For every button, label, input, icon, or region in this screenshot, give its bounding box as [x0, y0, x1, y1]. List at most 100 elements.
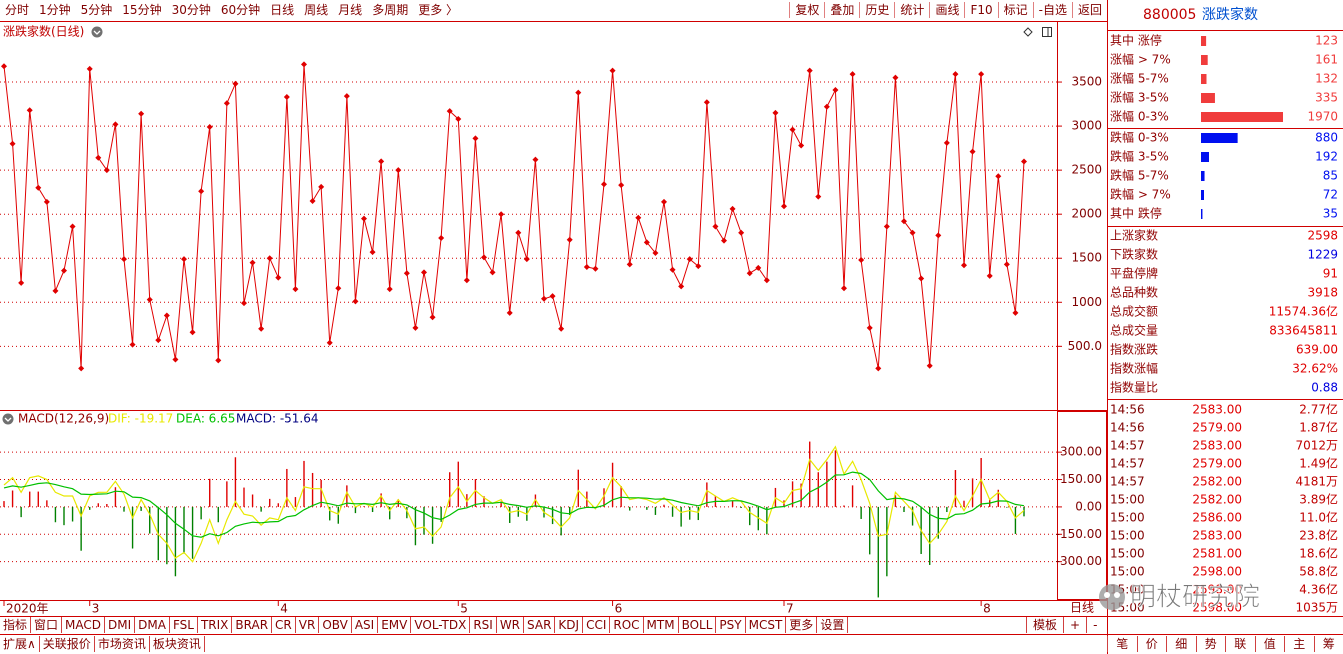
period-button[interactable]: 分时	[5, 3, 30, 17]
bottom-tab[interactable]: 市场资讯	[95, 636, 150, 652]
template-button[interactable]: -	[1086, 617, 1103, 633]
indicator-tab[interactable]: DMA	[135, 617, 170, 633]
tool-button[interactable]: 叠加	[824, 2, 859, 18]
tool-button[interactable]: F10	[964, 2, 997, 18]
view-button[interactable]: 笔	[1107, 636, 1137, 652]
indicator-tab[interactable]: BOLL	[679, 617, 717, 633]
indicator-tab[interactable]: FSL	[170, 617, 198, 633]
data-point	[1003, 261, 1010, 268]
template-button[interactable]: +	[1063, 617, 1086, 633]
data-point	[1012, 309, 1019, 316]
indicator-tab[interactable]: PSY	[716, 617, 746, 633]
period-button[interactable]: 15分钟	[122, 3, 162, 17]
indicator-tab[interactable]: MACD	[62, 617, 106, 633]
indicator-tab[interactable]: TRIX	[198, 617, 233, 633]
view-button[interactable]: 筹	[1313, 636, 1343, 652]
tick-volume: 3.89亿	[1299, 492, 1338, 507]
indicator-tab[interactable]: 设置	[817, 617, 849, 633]
period-button[interactable]: 1分钟	[39, 3, 71, 17]
tool-button[interactable]: 历史	[859, 2, 894, 18]
indicator-tab[interactable]: ROC	[610, 617, 644, 633]
tick-price: 2582.00	[1192, 475, 1242, 489]
data-point	[866, 324, 873, 331]
tool-button[interactable]: -自选	[1032, 2, 1072, 18]
period-button[interactable]: 更多 〉	[418, 3, 459, 17]
y-tick-label: 0.00	[1075, 499, 1102, 513]
bottom-tab[interactable]: 板块资讯	[150, 636, 205, 652]
view-button[interactable]: 势	[1195, 636, 1226, 652]
menu-icon-arrow	[4, 417, 12, 422]
data-point	[446, 108, 453, 115]
tick-price: 2579.00	[1192, 457, 1242, 471]
view-button[interactable]: 细	[1166, 636, 1196, 652]
data-point	[626, 261, 633, 268]
tick-time: 15:00	[1110, 529, 1145, 543]
watermark: 明杖研究院	[1130, 583, 1260, 613]
indicator-tab[interactable]: CCI	[583, 617, 611, 633]
indicator-tab[interactable]: SAR	[524, 617, 556, 633]
data-point	[403, 270, 410, 277]
stat-label: 跌幅 0-3%	[1110, 130, 1169, 145]
indicator-tab[interactable]: DMI	[105, 617, 136, 633]
view-button[interactable]: 价	[1136, 636, 1167, 652]
tool-button[interactable]: 复权	[789, 2, 824, 18]
indicator-tab[interactable]: KDJ	[555, 617, 584, 633]
menu-icon[interactable]	[2, 413, 14, 425]
view-button[interactable]: 主	[1284, 636, 1314, 652]
data-point	[352, 298, 359, 305]
tool-button[interactable]: 标记	[997, 2, 1033, 18]
menu-icon[interactable]	[91, 26, 103, 38]
tool-button[interactable]: 画线	[929, 2, 964, 18]
indicator-tab[interactable]: VOL-TDX	[411, 617, 471, 633]
distribution-bar	[1201, 190, 1204, 200]
indicator-tab[interactable]: MCST	[746, 617, 787, 633]
tool-button[interactable]: 返回	[1071, 2, 1107, 18]
stat-label: 总品种数	[1110, 285, 1158, 300]
indicator-tab[interactable]: VR	[296, 617, 320, 633]
data-point	[258, 325, 265, 332]
tick-price: 2598.00	[1192, 583, 1242, 597]
stat-label: 涨幅 > 7%	[1110, 52, 1171, 67]
data-point	[472, 135, 479, 142]
period-toolbar: 分时 1分钟 5分钟 15分钟 30分钟 60分钟 日线 周线 月线 多周期 更多 〉	[0, 1, 463, 19]
period-button[interactable]: 60分钟	[220, 3, 261, 17]
template-button[interactable]: 模板	[1026, 617, 1063, 633]
y-tick-label: 500.0	[1068, 339, 1102, 353]
period-button[interactable]: 5分钟	[80, 3, 113, 17]
indicator-tab[interactable]: CR	[272, 617, 296, 633]
indicator-tab[interactable]: WR	[497, 617, 525, 633]
period-button[interactable]: 月线	[338, 3, 363, 17]
window-icon[interactable]	[1042, 27, 1052, 37]
indicator-tab[interactable]: EMV	[378, 617, 412, 633]
indicator-tab[interactable]: 窗口	[31, 617, 63, 633]
data-point	[155, 337, 162, 344]
period-button[interactable]: 30分钟	[171, 3, 211, 17]
data-point	[52, 287, 59, 294]
view-button[interactable]: 联	[1225, 636, 1255, 652]
menu-icon-arrow	[93, 30, 101, 35]
stat-value: 85	[1323, 169, 1338, 183]
indicator-tab[interactable]: OBV	[319, 617, 352, 633]
tool-button[interactable]: 统计	[894, 2, 929, 18]
period-button[interactable]: 多周期	[372, 3, 409, 17]
bottom-tab[interactable]: 扩展∧	[0, 636, 40, 652]
period-button[interactable]: 周线	[304, 3, 329, 17]
data-point	[463, 277, 470, 284]
data-point	[609, 67, 616, 74]
bottom-tab[interactable]: 关联报价	[40, 636, 95, 652]
data-point	[438, 234, 445, 241]
indicator-tab[interactable]: ASI	[352, 617, 379, 633]
indicator-tab[interactable]: MTM	[644, 617, 679, 633]
view-bar: 笔价细势联值主筹	[1107, 635, 1343, 653]
stat-label: 指数涨跌	[1110, 342, 1158, 357]
indicator-tab[interactable]: 指标	[0, 617, 32, 633]
diamond-icon[interactable]	[1023, 27, 1033, 37]
data-point	[755, 264, 762, 271]
indicator-tab[interactable]: 更多	[786, 617, 818, 633]
indicator-tab[interactable]: BRAR	[232, 617, 273, 633]
view-button[interactable]: 值	[1254, 636, 1285, 652]
data-point	[926, 362, 933, 369]
period-button[interactable]: 日线	[270, 3, 295, 17]
indicator-tab[interactable]: RSI	[470, 617, 497, 633]
tick-time: 14:57	[1110, 475, 1145, 489]
